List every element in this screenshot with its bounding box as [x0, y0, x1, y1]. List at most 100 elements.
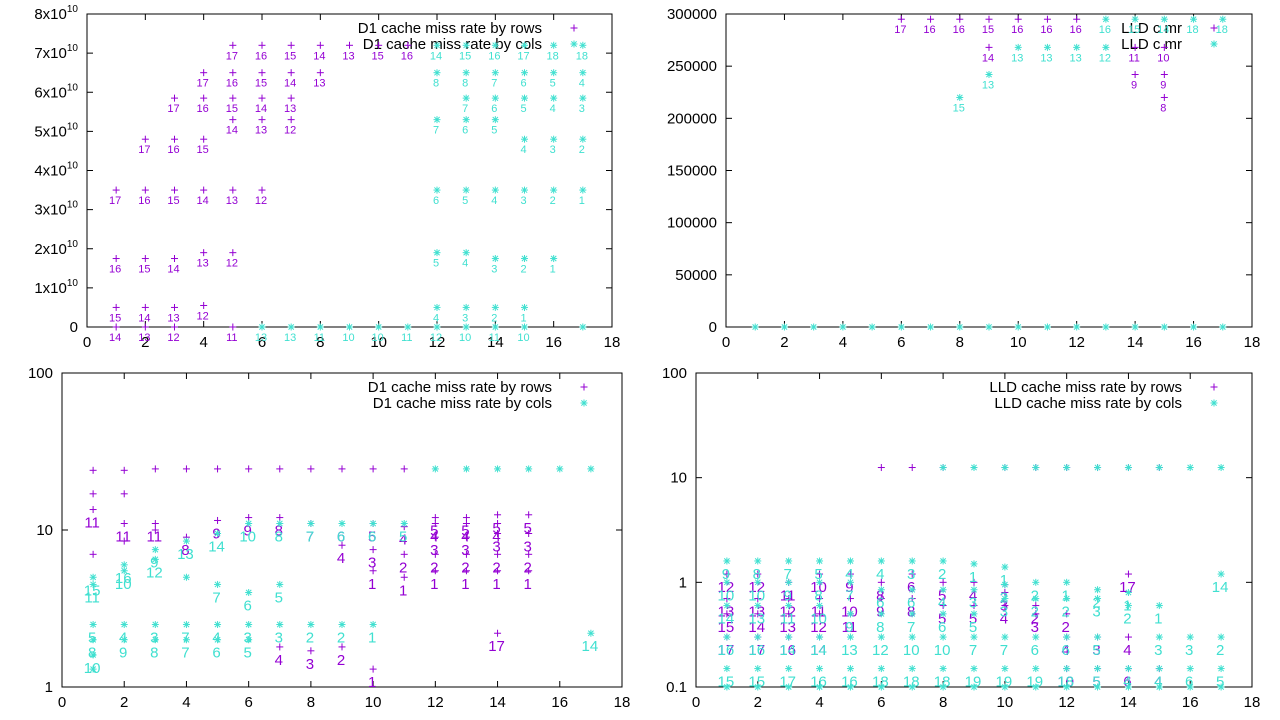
data-point: [229, 249, 237, 257]
point-label: 2: [550, 195, 556, 207]
x-tick-label: 12: [1058, 694, 1075, 711]
data-point: [89, 466, 97, 474]
data-point: [939, 610, 947, 618]
x-tick-label: 12: [429, 334, 446, 351]
legend-marker: [1210, 399, 1218, 407]
data-point: [89, 636, 97, 644]
data-point: [1063, 464, 1071, 472]
point-label: 5: [938, 611, 946, 628]
data-point: [956, 323, 964, 331]
data-point: [754, 602, 762, 610]
y-tick-label: 50000: [675, 267, 717, 284]
point-label: 4: [337, 550, 345, 567]
point-label: 1: [520, 312, 526, 324]
point-label: 16: [109, 264, 121, 276]
point-label: 7: [491, 78, 497, 90]
data-point: [89, 580, 97, 588]
data-point: [200, 186, 208, 194]
x-tick-label: 2: [120, 694, 128, 711]
point-label: 6: [520, 78, 526, 90]
data-point: [754, 665, 762, 673]
point-label: 6: [1061, 642, 1069, 659]
data-point: [846, 570, 854, 578]
point-label: 15: [718, 619, 735, 636]
data-point: [908, 610, 916, 618]
data-point: [579, 135, 587, 143]
x-tick-label: 6: [258, 334, 266, 351]
y-tick-label: 8x1010: [34, 4, 78, 23]
data-point: [785, 665, 793, 673]
data-point: [400, 520, 408, 528]
data-point: [970, 633, 978, 641]
data-point: [754, 633, 762, 641]
point-label: 15: [372, 50, 384, 62]
point-label: 4: [492, 529, 500, 546]
point-label: 10: [718, 587, 735, 604]
x-tick-label: 14: [489, 694, 506, 711]
point-label: 3: [150, 630, 158, 647]
data-point: [287, 323, 295, 331]
data-point: [939, 683, 947, 691]
point-label: 2: [1092, 595, 1100, 612]
data-point: [816, 665, 824, 673]
x-tick-label: 2: [141, 334, 149, 351]
point-label: 5: [461, 523, 469, 540]
point-label: 5: [430, 523, 438, 540]
data-point: [723, 595, 731, 603]
data-point: [785, 557, 793, 565]
x-tick-label: 18: [1244, 334, 1261, 351]
data-point: [431, 520, 439, 528]
point-label: 10: [459, 332, 471, 344]
point-label: 4: [938, 595, 946, 612]
x-tick-label: 8: [307, 694, 315, 711]
point-label: 8: [150, 645, 158, 662]
point-label: 10: [517, 332, 529, 344]
point-label: 1: [579, 195, 585, 207]
data-point: [151, 636, 159, 644]
data-point: [785, 633, 793, 641]
data-point: [877, 633, 885, 641]
x-tick-label: 18: [1244, 694, 1261, 711]
point-label: 7: [306, 529, 314, 546]
data-point: [908, 633, 916, 641]
point-label: 12: [284, 125, 296, 137]
legend-marker: [570, 24, 578, 32]
point-label: 17: [718, 642, 735, 659]
legend-marker: [1210, 383, 1218, 391]
point-label: 8: [1160, 102, 1166, 114]
point-label: 4: [969, 587, 977, 604]
point-label: 6: [337, 529, 345, 546]
data-point: [550, 94, 558, 102]
data-point: [369, 465, 377, 473]
legend-entry: LLD cache miss rate by cols: [994, 395, 1182, 412]
data-point: [89, 550, 97, 558]
point-label: 16: [748, 642, 765, 659]
point-label: 3: [1092, 604, 1100, 621]
point-label: 13: [841, 642, 858, 659]
data-point: [1131, 43, 1139, 51]
point-label: 16: [1099, 24, 1111, 36]
data-point: [908, 665, 916, 673]
data-point: [141, 255, 149, 263]
point-label: 15: [718, 674, 735, 691]
point-label: 6: [337, 529, 345, 546]
data-point: [868, 323, 876, 331]
point-label: 4: [1154, 674, 1162, 691]
data-point: [816, 570, 824, 578]
series-group: 15 14 13 12 16 15 14 13 12 17 16 15 14 13 12 17 16 15 17 16…: [109, 41, 413, 344]
data-point: [556, 465, 564, 473]
point-label: 7: [845, 587, 853, 604]
point-label: 6: [462, 125, 468, 137]
y-tick-label: 0: [709, 319, 717, 336]
data-point: [1032, 595, 1040, 603]
point-label: 6: [491, 103, 497, 115]
data-point: [112, 323, 120, 331]
point-label: 12: [226, 258, 238, 270]
data-point: [970, 683, 978, 691]
point-label: 11: [842, 619, 858, 636]
data-point: [214, 621, 222, 629]
point-label: 8: [876, 619, 884, 636]
data-point: [877, 610, 885, 618]
data-point: [723, 665, 731, 673]
point-label: 19: [1026, 674, 1043, 691]
